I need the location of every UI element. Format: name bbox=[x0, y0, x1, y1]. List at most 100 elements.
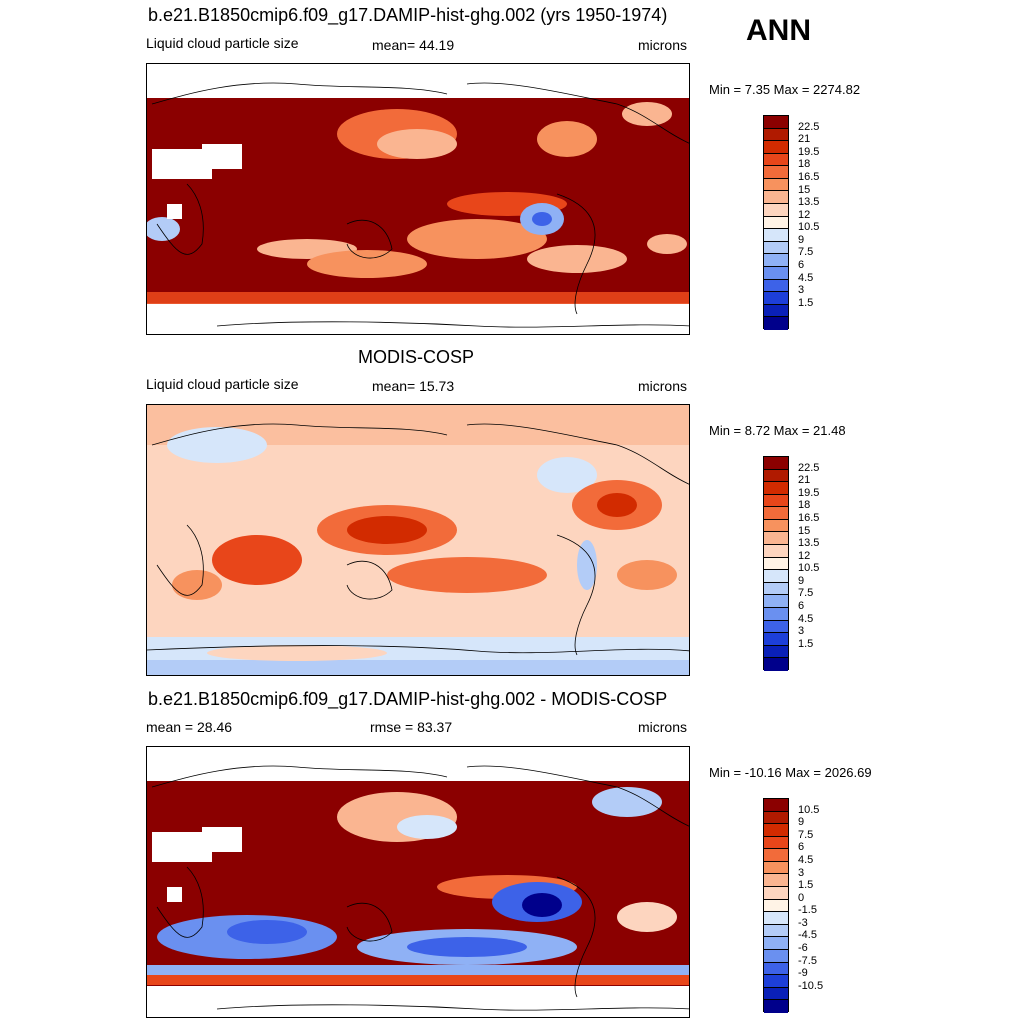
colorbar-swatch bbox=[764, 317, 788, 330]
panel1-mean: mean= 44.19 bbox=[372, 37, 455, 53]
colorbar-tick-label: 19.5 bbox=[798, 145, 820, 158]
colorbar-swatch bbox=[764, 811, 788, 825]
colorbar-tick-label: 0 bbox=[798, 891, 805, 904]
colorbar-swatch bbox=[764, 836, 788, 850]
colorbar-tick-label: 4.5 bbox=[798, 853, 814, 866]
colorbar-swatch bbox=[764, 912, 788, 925]
colorbar-tick-label: 18 bbox=[798, 158, 811, 171]
panel3-title: b.e21.B1850cmip6.f09_g17.DAMIP-hist-ghg.… bbox=[148, 689, 668, 709]
colorbar-swatch bbox=[764, 874, 788, 888]
colorbar-tick-label: 12 bbox=[798, 549, 811, 562]
colorbar-swatch bbox=[764, 924, 788, 938]
colorbar-tick-label: 3 bbox=[798, 866, 805, 879]
colorbar-tick-label: 15 bbox=[798, 183, 811, 196]
season-label: ANN bbox=[746, 14, 811, 47]
colorbar-swatch bbox=[764, 645, 788, 659]
colorbar-swatch bbox=[764, 532, 788, 546]
panel1-variable-label: Liquid cloud particle size bbox=[146, 35, 299, 51]
colorbar-tick-label: 9 bbox=[798, 233, 805, 246]
colorbar-tick-label: 10.5 bbox=[798, 803, 820, 816]
colorbar-tick-label: -4.5 bbox=[798, 929, 817, 942]
colorbar-swatch bbox=[764, 141, 788, 154]
colorbar-swatch bbox=[764, 582, 788, 596]
colorbar-tick-label: -10.5 bbox=[798, 979, 824, 992]
colorbar-tick-label: 1.5 bbox=[798, 296, 814, 309]
colorbar-swatch bbox=[764, 658, 788, 671]
colorbar-tick-label: 12 bbox=[798, 208, 811, 221]
colorbar-tick-label: -7.5 bbox=[798, 954, 817, 967]
colorbar-swatch bbox=[764, 507, 788, 520]
panel3-units: microns bbox=[638, 719, 688, 735]
colorbar-tick-label: 22.5 bbox=[798, 120, 820, 133]
colorbar-swatch bbox=[764, 987, 788, 1001]
colorbar-swatch bbox=[764, 607, 788, 621]
colorbar-tick-label: -6 bbox=[798, 942, 808, 955]
colorbar-swatch bbox=[764, 204, 788, 217]
colorbar-swatch bbox=[764, 266, 788, 280]
colorbar-swatch bbox=[764, 494, 788, 508]
colorbar-swatch bbox=[764, 229, 788, 242]
panel3-mean: mean = 28.46 bbox=[146, 719, 233, 735]
colorbar-tick-label: 6 bbox=[798, 259, 805, 272]
colorbar-tick-label: 6 bbox=[798, 600, 805, 613]
colorbar-swatch bbox=[764, 116, 788, 129]
colorbar-tick-label: 1.5 bbox=[798, 879, 814, 892]
colorbar-tick-label: 16.5 bbox=[798, 170, 820, 183]
panel3-map bbox=[146, 746, 690, 1018]
colorbar-tick-label: 10.5 bbox=[798, 221, 820, 234]
colorbar-swatch bbox=[764, 241, 788, 255]
colorbar-swatch bbox=[764, 482, 788, 495]
colorbar-tick-label: 7.5 bbox=[798, 246, 814, 259]
colorbar-tick-label: 9 bbox=[798, 574, 805, 587]
colorbar-tick-label: 19.5 bbox=[798, 486, 820, 499]
panel3-minmax: Min = -10.16 Max = 2026.69 bbox=[709, 765, 872, 780]
colorbar-swatch bbox=[764, 633, 788, 646]
colorbar-swatch bbox=[764, 861, 788, 875]
colorbar-tick-label: 18 bbox=[798, 499, 811, 512]
colorbar-swatch bbox=[764, 191, 788, 205]
colorbar-swatch bbox=[764, 178, 788, 192]
colorbar-swatch bbox=[764, 799, 788, 812]
colorbar-tick-label: 15 bbox=[798, 524, 811, 537]
colorbar-tick-label: 4.5 bbox=[798, 271, 814, 284]
colorbar-swatch bbox=[764, 962, 788, 976]
panel3-colorbar bbox=[763, 798, 789, 1013]
colorbar-swatch bbox=[764, 166, 788, 179]
panel2-title: MODIS-COSP bbox=[358, 347, 475, 367]
panel1-minmax: Min = 7.35 Max = 2274.82 bbox=[709, 82, 861, 97]
colorbar-swatch bbox=[764, 595, 788, 608]
colorbar-tick-label: 3 bbox=[798, 284, 805, 297]
colorbar-tick-label: -1.5 bbox=[798, 904, 817, 917]
colorbar-swatch bbox=[764, 457, 788, 470]
colorbar-swatch bbox=[764, 899, 788, 913]
colorbar-swatch bbox=[764, 949, 788, 963]
colorbar-swatch bbox=[764, 570, 788, 583]
panel2-colorbar bbox=[763, 456, 789, 671]
panel1-units: microns bbox=[638, 37, 688, 53]
colorbar-tick-label: 6 bbox=[798, 841, 805, 854]
panel1-colorbar bbox=[763, 115, 789, 330]
colorbar-tick-label: 1.5 bbox=[798, 637, 814, 650]
colorbar-tick-label: 22.5 bbox=[798, 461, 820, 474]
panel2-mean: mean= 15.73 bbox=[372, 378, 455, 394]
colorbar-tick-label: 4.5 bbox=[798, 612, 814, 625]
colorbar-swatch bbox=[764, 887, 788, 900]
colorbar-swatch bbox=[764, 519, 788, 533]
panel2-minmax: Min = 8.72 Max = 21.48 bbox=[709, 423, 846, 438]
colorbar-tick-label: 7.5 bbox=[798, 587, 814, 600]
colorbar-swatch bbox=[764, 153, 788, 167]
colorbar-swatch bbox=[764, 849, 788, 862]
colorbar-swatch bbox=[764, 937, 788, 950]
colorbar-swatch bbox=[764, 292, 788, 305]
colorbar-swatch bbox=[764, 279, 788, 293]
colorbar-tick-label: -9 bbox=[798, 967, 808, 980]
colorbar-tick-label: 13.5 bbox=[798, 196, 820, 209]
colorbar-swatch bbox=[764, 824, 788, 837]
colorbar-swatch bbox=[764, 304, 788, 318]
colorbar-swatch bbox=[764, 254, 788, 267]
colorbar-swatch bbox=[764, 1000, 788, 1013]
panel2-units: microns bbox=[638, 378, 688, 394]
panel1-map bbox=[146, 63, 690, 335]
panel3-rmse: rmse = 83.37 bbox=[370, 719, 453, 735]
colorbar-swatch bbox=[764, 128, 788, 142]
